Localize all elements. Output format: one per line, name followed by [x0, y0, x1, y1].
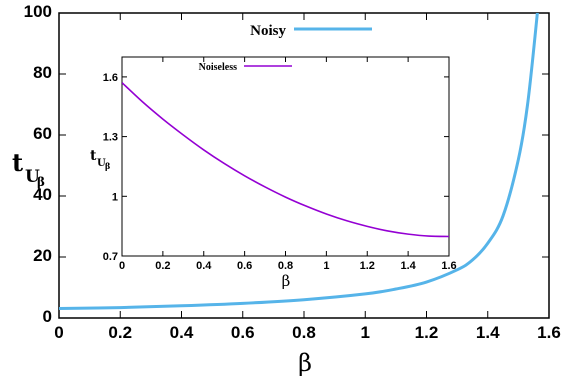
main-series-group: [59, 13, 539, 311]
inset-xtick-label: 1: [323, 260, 329, 272]
main-xtick-label: 0: [54, 323, 63, 342]
main-xtick-label: 1.2: [415, 323, 439, 342]
main-xtick-label: 0.4: [170, 323, 194, 342]
main-xtick-label: 0.8: [292, 323, 316, 342]
inset-xlabel: β: [282, 272, 291, 290]
main-ylabel-sub: U: [25, 167, 40, 187]
inset-series-line-noiseless: [122, 82, 449, 238]
inset-xtick-label: 0.6: [237, 260, 252, 272]
main-xtick-label: 0.2: [108, 323, 132, 342]
inset-ylabel-subsub: β: [105, 161, 110, 171]
inset-ytick-label: 1.3: [103, 132, 118, 144]
inset-series-group: [122, 82, 449, 238]
legend-label-noiseless: Noiseless: [199, 62, 237, 73]
inset-ytick-label: 1.6: [103, 72, 118, 84]
inset-xtick-label: 0.8: [278, 260, 293, 272]
inset-ylabel-sub: U: [97, 158, 106, 169]
inset-ylabel: t U β: [90, 148, 110, 171]
inset-ytick-label: 1: [112, 191, 118, 203]
main-ylabel-subsub: β: [37, 175, 45, 189]
main-xtick-label: 1: [361, 323, 370, 342]
inset-ytick-label: 0.7: [103, 251, 118, 263]
inset-xtick-label: 1.2: [360, 260, 375, 272]
inset-legend: Noiseless: [199, 62, 292, 73]
inset-xtick-label: 0.4: [196, 260, 212, 272]
inset-xtick-label: 0.2: [155, 260, 170, 272]
main-ytick-label: 0: [43, 307, 52, 326]
inset-xtick-label: 1.6: [441, 260, 456, 272]
main-xtick-label: 0.6: [231, 323, 255, 342]
main-ylabel-t: t: [12, 148, 23, 177]
main-legend: Noisy: [250, 23, 372, 39]
main-ylabel: t U β: [12, 148, 45, 189]
inset-axis-ticks: 0 0.2 0.4 0.6 0.8 1 1.2 1.4 1.6 0.7 1 1.3 1.6: [103, 57, 457, 272]
main-ytick-label: 20: [33, 246, 52, 265]
inset-xtick-label: 1.4: [400, 260, 416, 272]
inset-xtick-label: 0: [119, 260, 125, 272]
inset-ylabel-t: t: [90, 148, 97, 164]
main-xtick-label: 1.6: [537, 323, 561, 342]
inset-plot-frame: [121, 56, 450, 257]
main-xtick-label: 1.4: [476, 323, 500, 342]
main-ytick-label: 80: [33, 63, 52, 82]
main-ytick-label: 100: [24, 2, 52, 21]
main-ytick-label: 60: [33, 124, 52, 143]
main-series-line-noisy: [59, 13, 539, 311]
main-ytick-label: 40: [33, 185, 52, 204]
main-xlabel: β: [298, 349, 312, 377]
legend-label-noisy: Noisy: [250, 23, 286, 39]
main-axis-ticks: 0 0.2 0.4 0.6 0.8 1 1.2 1.4 1.6 0 20 40 60 80 100: [24, 2, 561, 342]
